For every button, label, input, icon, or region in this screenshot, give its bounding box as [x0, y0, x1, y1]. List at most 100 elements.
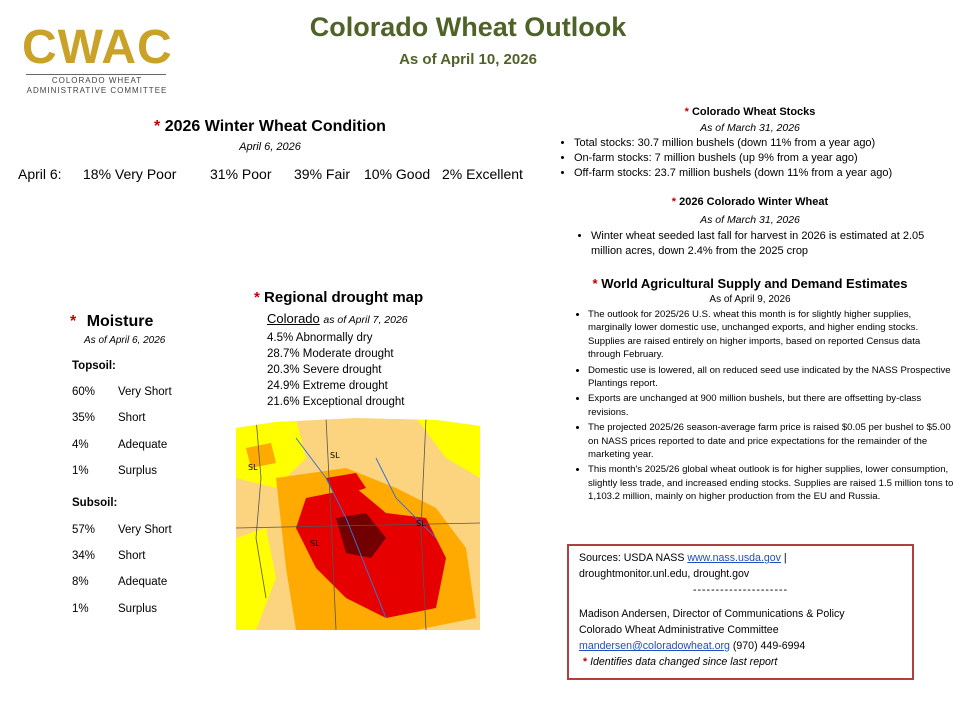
- topsoil-label-value: Very Short: [118, 386, 172, 398]
- logo-subtitle: COLORADO WHEAT ADMINISTRATIVE COMMITTEE: [22, 76, 172, 96]
- subsoil-pct: 57%: [72, 524, 96, 536]
- wasde-list: The outlook for 2025/26 U.S. wheat this …: [572, 308, 954, 506]
- state-border: [420, 418, 427, 630]
- sources-line-1: Sources: USDA NASS www.nass.usda.gov |: [579, 550, 902, 566]
- subsoil-pct: 34%: [72, 550, 96, 562]
- contact-org: Colorado Wheat Administrative Committee: [579, 624, 779, 636]
- footnote-text: Identifies data changed since last repor…: [590, 656, 778, 668]
- logo-divider: [26, 74, 166, 75]
- drought-heading: * Regional drought map: [254, 289, 423, 306]
- topsoil-pct: 4%: [72, 439, 89, 451]
- wasde-item: Domestic use is lowered, all on reduced …: [588, 364, 954, 391]
- changed-star-icon: *: [583, 656, 588, 668]
- footnote: * Identifies data changed since last rep…: [579, 654, 902, 670]
- condition-row-label: April 6:: [18, 166, 62, 182]
- stocks-item: Total stocks: 30.7 million bushels (down…: [574, 136, 959, 151]
- drought-date: as of April 7, 2026: [323, 314, 408, 326]
- logo-line-1: COLORADO WHEAT: [51, 76, 143, 85]
- map-d0-area: [416, 418, 480, 478]
- contact-name: Madison Andersen, Director of Communicat…: [579, 608, 845, 620]
- wasde-date: As of April 9, 2026: [709, 294, 791, 305]
- moisture-heading-text: Moisture: [86, 313, 154, 330]
- wasde-item: Exports are unchanged at 900 million bus…: [588, 392, 954, 419]
- subsoil-pct: 1%: [72, 603, 89, 615]
- rating-very-poor: 18% Very Poor: [83, 166, 177, 182]
- drought-item: 4.5% Abnormally dry: [267, 332, 373, 344]
- stocks-heading: * Colorado Wheat Stocks: [560, 106, 940, 118]
- subsoil-label: Subsoil:: [72, 497, 118, 509]
- winter-wheat-list: Winter wheat seeded last fall for harves…: [577, 229, 941, 259]
- topsoil-label-value: Surplus: [118, 465, 157, 477]
- drought-item: 24.9% Extreme drought: [267, 380, 388, 392]
- changed-star-icon: *: [254, 289, 260, 306]
- map-d2-area: [246, 443, 276, 468]
- map-d0-area: [236, 528, 276, 630]
- page-title: Colorado Wheat Outlook: [309, 12, 627, 42]
- subsoil-label-value: Very Short: [118, 524, 172, 536]
- moisture-date: As of April 6, 2026: [84, 335, 166, 346]
- sources-line-2: droughtmonitor.unl.edu, drought.gov: [579, 568, 750, 580]
- rating-good: 10% Good: [364, 166, 431, 182]
- moisture-heading: * Moisture: [70, 313, 153, 331]
- winter-wheat-date: As of March 31, 2026: [700, 214, 800, 226]
- drought-item: 20.3% Severe drought: [267, 364, 382, 376]
- winter-wheat-heading-text: 2026 Colorado Winter Wheat: [679, 196, 829, 208]
- contact-line: mandersen@coloradowheat.org (970) 449-69…: [579, 638, 902, 654]
- wasde-item: This month's 2025/26 global wheat outloo…: [588, 463, 954, 503]
- page-subtitle: As of April 10, 2026: [399, 51, 537, 68]
- subsoil-label-value: Surplus: [118, 603, 157, 615]
- rating-excellent: 2% Excellent: [442, 166, 523, 182]
- changed-star-icon: *: [154, 118, 161, 135]
- river: [295, 437, 387, 619]
- drought-item: 21.6% Exceptional drought: [267, 396, 405, 408]
- subsoil-label-value: Adequate: [118, 576, 168, 588]
- state-border: [325, 418, 337, 630]
- topsoil-pct: 1%: [72, 465, 89, 477]
- drought-list: 4.5% Abnormally dry 28.7% Moderate droug…: [267, 330, 404, 410]
- condition-date: April 6, 2026: [239, 141, 301, 153]
- stocks-item: On-farm stocks: 7 million bushels (up 9%…: [574, 151, 959, 166]
- drought-heading-text: Regional drought map: [264, 289, 424, 306]
- subsoil-label-value: Short: [118, 550, 146, 562]
- wasde-item: The outlook for 2025/26 U.S. wheat this …: [588, 308, 954, 362]
- sources-box: Sources: USDA NASS www.nass.usda.gov | d…: [567, 544, 914, 680]
- nass-link[interactable]: www.nass.usda.gov: [687, 552, 781, 564]
- email-link[interactable]: mandersen@coloradowheat.org: [579, 640, 730, 652]
- drought-map: SL SL SL SL: [236, 418, 480, 630]
- stocks-item: Off-farm stocks: 23.7 million bushels (d…: [574, 166, 959, 181]
- topsoil-label-value: Short: [118, 412, 146, 424]
- stocks-date: As of March 31, 2026: [700, 122, 800, 134]
- drought-region: Colorado: [267, 311, 320, 326]
- map-label: SL: [416, 519, 426, 528]
- stocks-heading-text: Colorado Wheat Stocks: [691, 106, 816, 118]
- cwac-logo: CWAC: [22, 21, 173, 74]
- topsoil-label: Topsoil:: [72, 360, 116, 372]
- wasde-heading-text: World Agricultural Supply and Demand Est…: [601, 276, 908, 291]
- contact-phone: (970) 449-6994: [729, 640, 806, 652]
- map-label: SL: [248, 463, 258, 472]
- topsoil-pct: 60%: [72, 386, 96, 398]
- state-border: [236, 522, 480, 529]
- map-d3-area: [326, 473, 366, 498]
- changed-star-icon: *: [671, 196, 677, 208]
- rating-fair: 39% Fair: [294, 166, 351, 182]
- wasde-item: The projected 2025/26 season-average far…: [588, 421, 954, 461]
- state-border: [255, 418, 267, 599]
- condition-heading-text: 2026 Winter Wheat Condition: [164, 118, 386, 135]
- changed-star-icon: *: [70, 313, 77, 330]
- sources-separator: |: [780, 552, 787, 564]
- condition-heading: * 2026 Winter Wheat Condition: [130, 118, 410, 136]
- changed-star-icon: *: [684, 106, 689, 118]
- winter-wheat-item: Winter wheat seeded last fall for harves…: [591, 229, 941, 259]
- sources-prefix: Sources: USDA NASS: [579, 552, 688, 564]
- subsoil-pct: 8%: [72, 576, 89, 588]
- drought-item: 28.7% Moderate drought: [267, 348, 394, 360]
- map-label: SL: [330, 451, 340, 460]
- sources-divider: ---------------------: [692, 584, 789, 596]
- drought-subheading: Colorado as of April 7, 2026: [267, 311, 408, 326]
- map-label: SL: [310, 539, 320, 548]
- winter-wheat-heading: * 2026 Colorado Winter Wheat: [560, 196, 940, 208]
- stocks-list: Total stocks: 30.7 million bushels (down…: [560, 136, 959, 181]
- rating-poor: 31% Poor: [210, 166, 272, 182]
- wasde-heading: * World Agricultural Supply and Demand E…: [560, 276, 940, 291]
